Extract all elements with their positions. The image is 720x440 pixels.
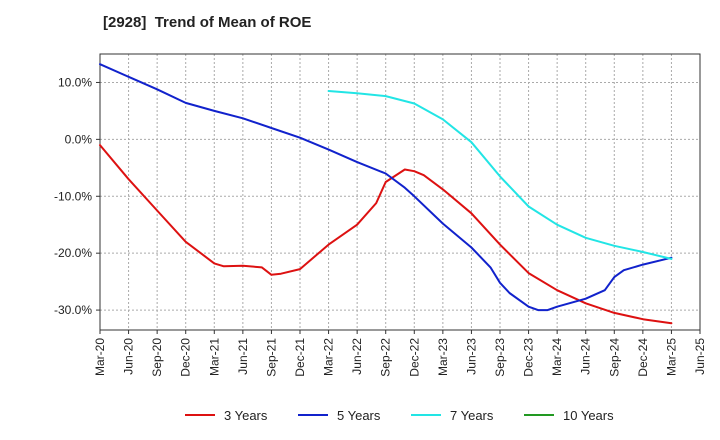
- x-tick-label-sep-24: Sep-24: [607, 338, 621, 377]
- x-tick-label-jun-24: Jun-24: [579, 338, 593, 375]
- x-tick-label-mar-20: Mar-20: [93, 338, 107, 376]
- x-tick-label-jun-20: Jun-20: [122, 338, 136, 375]
- series-line-7-years: [327, 90, 673, 260]
- x-tick-label-mar-25: Mar-25: [664, 338, 678, 376]
- x-tick-label-mar-21: Mar-21: [207, 338, 221, 376]
- x-tick-label-sep-20: Sep-20: [150, 338, 164, 377]
- x-tick-label-jun-22: Jun-22: [350, 338, 364, 375]
- x-tick-label-dec-21: Dec-21: [293, 338, 307, 377]
- y-tick-label-10-0: 10.0%: [58, 75, 92, 89]
- x-tick-label-mar-23: Mar-23: [436, 338, 450, 376]
- x-tick-label-dec-23: Dec-23: [522, 338, 536, 377]
- x-tick-label-mar-24: Mar-24: [550, 338, 564, 376]
- x-tick-label-sep-23: Sep-23: [493, 338, 507, 377]
- y-tick-label-20-0: -20.0%: [54, 246, 92, 260]
- x-tick-label-sep-21: Sep-21: [264, 338, 278, 377]
- plot-frame: [99, 53, 701, 331]
- legend-label-3-years: 3 Years: [224, 408, 268, 423]
- x-tick-label-dec-24: Dec-24: [636, 338, 650, 377]
- series-line-3-years: [99, 144, 673, 325]
- y-axis-tick-labels: 10.0% 0.0% -10.0% -20.0% -30.0%: [54, 75, 100, 317]
- y-tick-label-30-0: -30.0%: [54, 303, 92, 317]
- x-tick-label-mar-22: Mar-22: [322, 338, 336, 376]
- series-line-5-years: [99, 63, 673, 312]
- legend-label-10-years: 10 Years: [563, 408, 614, 423]
- x-tick-label-dec-22: Dec-22: [407, 338, 421, 377]
- legend-label-7-years: 7 Years: [450, 408, 494, 423]
- x-tick-label-jun-23: Jun-23: [464, 338, 478, 375]
- grid: [99, 54, 701, 330]
- x-tick-label-jun-21: Jun-21: [236, 338, 250, 375]
- legend-label-5-years: 5 Years: [337, 408, 381, 423]
- x-axis-tick-labels: Mar-20 Jun-20 Sep-20 Dec-20 Mar-21 Jun-21 Sep-…: [93, 330, 707, 377]
- x-tick-label-dec-20: Dec-20: [179, 338, 193, 377]
- y-tick-label-10-0: -10.0%: [54, 189, 92, 203]
- y-tick-label-0-0: 0.0%: [65, 132, 93, 146]
- series-lines: [99, 63, 673, 325]
- x-tick-label-sep-22: Sep-22: [379, 338, 393, 377]
- chart-title: [2928] Trend of Mean of ROE: [103, 14, 312, 31]
- legend: 3 Years 5 Years 7 Years 10 Years: [185, 408, 614, 423]
- x-tick-label-jun-25: Jun-25: [693, 338, 707, 375]
